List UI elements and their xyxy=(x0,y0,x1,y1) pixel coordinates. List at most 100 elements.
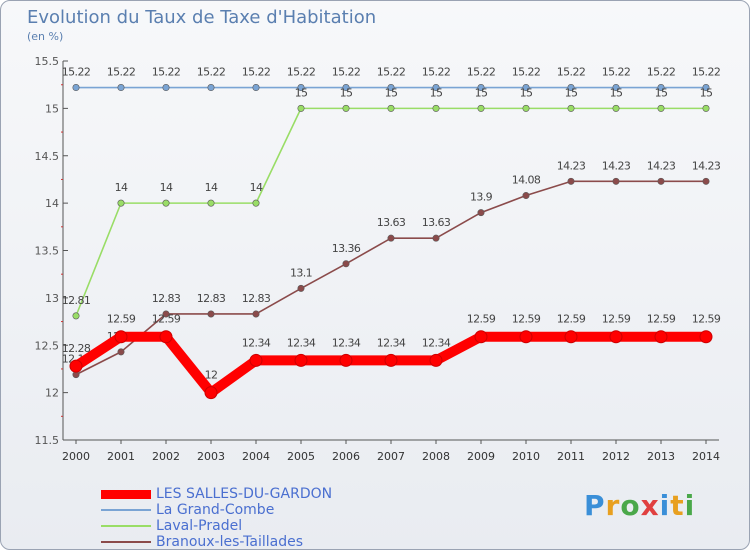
data-point xyxy=(384,353,398,367)
data-point xyxy=(342,84,350,92)
data-label: 13.36 xyxy=(332,242,361,255)
data-point xyxy=(252,310,260,318)
x-tick-label: 2000 xyxy=(62,450,90,463)
legend-label: LES SALLES-DU-GARDON xyxy=(156,486,333,502)
data-label: 15.22 xyxy=(512,66,541,79)
data-label: 15.22 xyxy=(107,66,136,79)
data-label: 12.83 xyxy=(242,292,271,305)
data-label: 12.34 xyxy=(242,336,271,349)
legend-swatch xyxy=(101,509,151,511)
chart-ylabel: (en %) xyxy=(27,30,64,43)
logo-letter: x xyxy=(640,489,660,522)
data-label: 14 xyxy=(205,181,218,194)
data-label: 14 xyxy=(115,181,128,194)
chart-title: Evolution du Taux de Taxe d'Habitation xyxy=(27,7,377,28)
data-label: 12 xyxy=(205,369,218,382)
data-label: 12.59 xyxy=(107,313,136,326)
data-label: 14.08 xyxy=(512,174,541,187)
data-label: 15 xyxy=(610,86,623,99)
data-point xyxy=(162,310,170,318)
logo-letter: r xyxy=(605,489,621,522)
data-point xyxy=(387,84,395,92)
data-point xyxy=(477,84,485,92)
y-tick-label: 14 xyxy=(45,197,59,210)
data-point xyxy=(159,330,173,344)
logo-letter: i xyxy=(659,489,671,522)
data-point xyxy=(474,330,488,344)
data-point xyxy=(252,199,260,207)
data-point xyxy=(564,330,578,344)
data-point xyxy=(657,177,665,185)
data-label: 12.34 xyxy=(422,336,451,349)
data-label: 15 xyxy=(340,86,353,99)
data-point xyxy=(522,104,530,112)
data-label: 12.59 xyxy=(602,313,631,326)
legend-label: Branoux-les-Taillades xyxy=(156,534,304,550)
data-point xyxy=(522,84,530,92)
data-point xyxy=(162,199,170,207)
data-label: 12.83 xyxy=(197,292,226,305)
data-point xyxy=(249,353,263,367)
data-point xyxy=(702,84,710,92)
data-label: 15.22 xyxy=(692,66,721,79)
data-point xyxy=(72,312,80,320)
data-point xyxy=(252,84,260,92)
data-label: 14 xyxy=(160,181,173,194)
data-point xyxy=(207,84,215,92)
data-point xyxy=(207,199,215,207)
data-label: 15 xyxy=(655,86,668,99)
data-label: 14.23 xyxy=(557,159,586,172)
data-point xyxy=(432,84,440,92)
data-label: 13.63 xyxy=(422,216,451,229)
data-point xyxy=(207,310,215,318)
x-tick-label: 2007 xyxy=(377,450,405,463)
data-label: 15 xyxy=(520,86,533,99)
data-point xyxy=(612,104,620,112)
x-tick-label: 2003 xyxy=(197,450,225,463)
y-tick-label: 13 xyxy=(45,292,59,305)
data-point xyxy=(567,177,575,185)
data-label: 12.59 xyxy=(467,313,496,326)
data-label: 13.1 xyxy=(290,266,312,279)
data-point xyxy=(72,84,80,92)
data-label: 13.9 xyxy=(470,191,493,204)
data-point xyxy=(342,260,350,268)
data-label: 15.22 xyxy=(287,66,316,79)
y-tick-label: 15.5 xyxy=(35,55,60,68)
data-label: 15.22 xyxy=(332,66,361,79)
data-point xyxy=(432,234,440,242)
data-label: 15 xyxy=(475,86,488,99)
data-label: 13.63 xyxy=(377,216,406,229)
data-point xyxy=(477,104,485,112)
x-tick-label: 2014 xyxy=(692,450,720,463)
x-tick-label: 2009 xyxy=(467,450,495,463)
data-point xyxy=(297,84,305,92)
data-point xyxy=(387,234,395,242)
data-label: 12.34 xyxy=(287,336,316,349)
legend-swatch xyxy=(101,489,151,499)
legend-swatch xyxy=(101,541,151,543)
data-label: 12.34 xyxy=(332,336,361,349)
data-label: 12.28 xyxy=(62,342,91,355)
data-point xyxy=(432,104,440,112)
logo-letter: t xyxy=(670,489,685,522)
y-tick-label: 13.5 xyxy=(35,245,60,258)
data-label: 14.23 xyxy=(602,159,631,172)
data-point xyxy=(117,84,125,92)
legend-label: La Grand-Combe xyxy=(156,502,275,518)
x-tick-label: 2001 xyxy=(107,450,135,463)
x-tick-label: 2008 xyxy=(422,450,450,463)
data-point xyxy=(429,353,443,367)
x-tick-label: 2011 xyxy=(557,450,585,463)
data-label: 15.22 xyxy=(557,66,586,79)
data-point xyxy=(657,84,665,92)
data-point xyxy=(204,386,218,400)
series-line-2 xyxy=(75,107,707,317)
proxiti-logo: Proxiti xyxy=(584,489,695,522)
x-tick-label: 2010 xyxy=(512,450,540,463)
data-label: 15.22 xyxy=(377,66,406,79)
y-tick-label: 12.5 xyxy=(35,339,60,352)
data-point xyxy=(567,84,575,92)
